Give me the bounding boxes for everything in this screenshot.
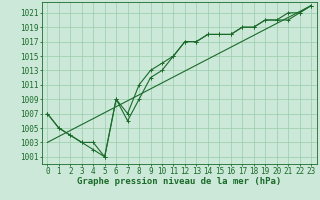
X-axis label: Graphe pression niveau de la mer (hPa): Graphe pression niveau de la mer (hPa) <box>77 177 281 186</box>
